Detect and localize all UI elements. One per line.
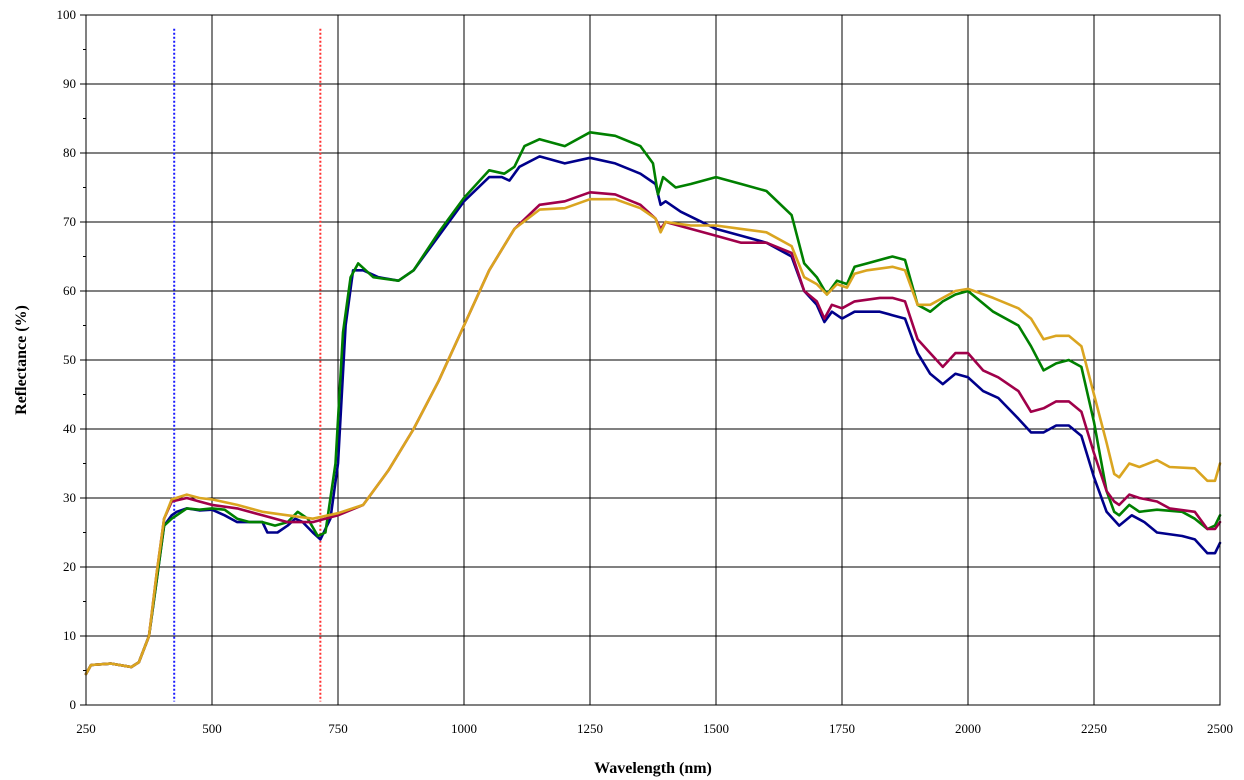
x-tick-label: 1000	[451, 721, 477, 736]
gridlines	[80, 14, 1220, 706]
series-line	[84, 155, 1222, 676]
y-tick-label: 50	[63, 352, 76, 367]
y-tick-label: 70	[63, 214, 76, 229]
y-tick-label: 0	[70, 697, 77, 712]
x-tick-label: 250	[76, 721, 96, 736]
x-tick-label: 500	[202, 721, 222, 736]
data-series	[84, 131, 1222, 676]
series-line	[84, 197, 1222, 676]
series-line	[84, 131, 1222, 676]
y-axis-tick-labels: 0 10 20 30 40 50 60 70 80 90 100	[57, 7, 77, 712]
x-tick-label: 2500	[1207, 721, 1233, 736]
x-axis-title: Wavelength (nm)	[594, 760, 712, 777]
y-tick-label: 100	[57, 7, 77, 22]
x-tick-label: 2250	[1081, 721, 1107, 736]
y-tick-label: 20	[63, 559, 76, 574]
x-axis-tick-labels: 250 500 750 1000 1250 1500 1750 2000 2250 2500	[76, 721, 1233, 736]
x-tick-label: 1250	[577, 721, 603, 736]
y-tick-label: 10	[63, 628, 76, 643]
x-tick-label: 750	[328, 721, 348, 736]
y-tick-label: 80	[63, 145, 76, 160]
y-tick-label: 30	[63, 490, 76, 505]
x-tick-label: 2000	[955, 721, 981, 736]
series-line	[84, 191, 1222, 676]
x-tick-label: 1750	[829, 721, 855, 736]
y-tick-label: 40	[63, 421, 76, 436]
wavelength-markers	[173, 28, 322, 702]
x-tick-label: 1500	[703, 721, 729, 736]
y-tick-label: 90	[63, 76, 76, 91]
y-axis-title: Reflectance (%)	[13, 305, 30, 415]
y-tick-label: 60	[63, 283, 76, 298]
plot-area-frame	[85, 14, 1221, 706]
